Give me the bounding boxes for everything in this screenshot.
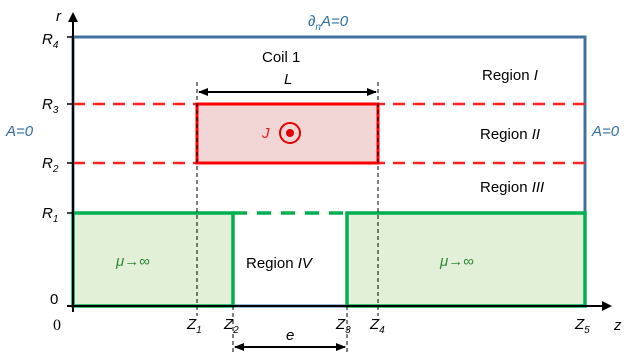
z-axis-label: z [613,317,622,334]
top-boundary-condition: ∂nA=0 [308,13,349,33]
r3-label: R3 [42,96,59,116]
coil-title: Coil 1 [262,49,300,66]
z5-label: Z5 [574,316,590,336]
region-4-label: Region IV [246,255,314,272]
left-boundary-condition: A=0 [5,123,34,140]
core-left-mu-label: μ→∞ [115,253,150,270]
r4-label: R4 [42,31,59,51]
region-1-label: Region I [482,67,538,84]
r1-label: R1 [42,205,58,225]
z1-label: Z1 [186,316,202,336]
current-density-label: J [261,125,270,142]
region-3-label: Region III [480,179,544,196]
z3-label: Z3 [335,316,351,336]
coil-length-label: L [284,71,292,88]
gap-label: e [286,327,294,344]
r-axis-label: r [56,8,62,25]
r-zero-label: 0 [50,291,58,308]
region-2-label: Region II [480,126,540,143]
r2-label: R2 [42,155,59,175]
z4-label: Z4 [369,316,385,336]
origin-label: 0 [53,317,61,334]
core-left [71,211,235,308]
core-right-mu-label: μ→∞ [439,253,474,270]
right-boundary-condition: A=0 [591,123,620,140]
z2-label: Z2 [223,316,239,336]
current-symbol-outer [279,122,301,144]
current-symbol-dot [286,129,294,137]
